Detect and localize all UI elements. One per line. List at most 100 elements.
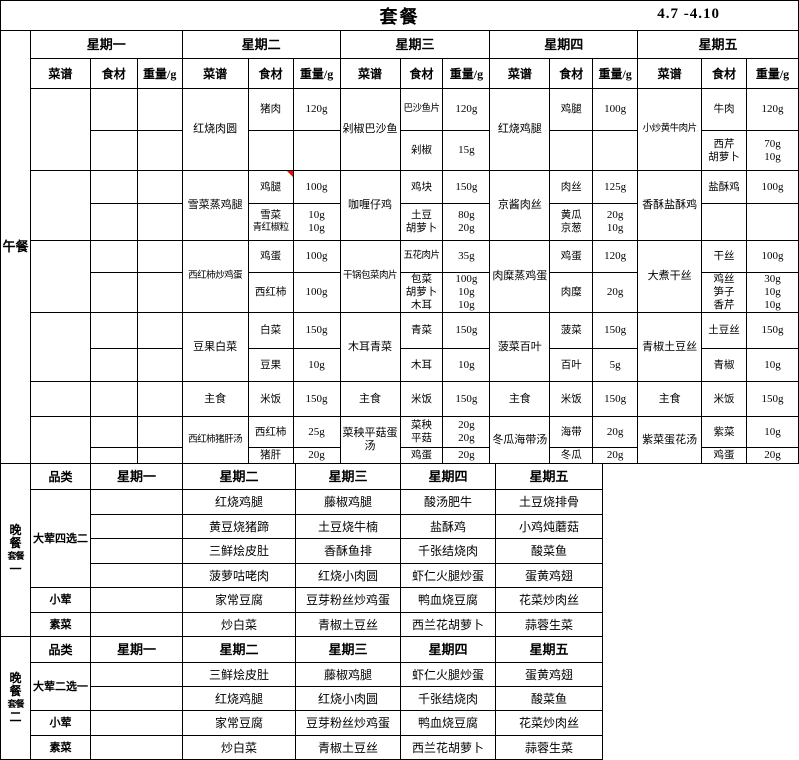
dinner1-day-header-2: 星期二 [182, 463, 296, 490]
weight-cell: 10g [442, 348, 491, 382]
dinner-dish-cell: 家常豆腐 [182, 710, 296, 736]
dinner-dish-cell: 小鸡炖蘑菇 [495, 514, 603, 539]
dinner-dish-cell [90, 563, 183, 588]
dish-cell: 剁椒巴沙鱼 [339, 88, 401, 171]
dinner-dish-cell: 土豆烧牛楠 [295, 514, 401, 539]
dinner2-day-header-5: 星期五 [495, 636, 603, 663]
ingredient-cell: 西芹 胡萝卜 [701, 130, 747, 171]
category-cell: 大荤二选一 [30, 662, 91, 711]
dish-cell: 主食 [489, 381, 551, 417]
weight-cell: 20g 20g [442, 416, 491, 448]
dinner2-section-label: 晚餐套餐二 [0, 636, 31, 760]
lunch-sub-header: 食材 [701, 58, 747, 89]
dish-cell: 大煮干丝 [637, 240, 703, 313]
lunch-sub-header: 菜谱 [489, 58, 551, 89]
dish-cell [29, 170, 91, 241]
weight-cell [136, 312, 183, 349]
weight-cell [136, 272, 183, 313]
weight-cell: 20g [442, 447, 491, 464]
ingredient-cell: 五花肉片 [399, 240, 444, 273]
dinner-dish-cell: 香酥鱼排 [295, 538, 401, 564]
dish-cell [29, 416, 91, 464]
weight-cell: 20g 10g [592, 203, 639, 241]
weight-cell: 100g [292, 272, 341, 313]
category-header: 品类 [30, 463, 91, 490]
weight-cell: 150g [442, 312, 491, 349]
weight-cell: 100g [292, 170, 341, 204]
lunch-day-header-2: 星期二 [181, 30, 341, 59]
dish-cell: 咖喱仔鸡 [339, 170, 401, 241]
ingredient-cell [89, 416, 138, 448]
ingredient-cell: 猪肉 [247, 88, 294, 131]
ingredient-cell: 青菜 [399, 312, 444, 349]
ingredient-cell [89, 203, 138, 241]
ingredient-cell [89, 88, 138, 131]
lunch-day-header-3: 星期三 [339, 30, 491, 59]
ingredient-cell: 巴沙鱼片 [399, 88, 444, 131]
lunch-sub-header: 重量/g [136, 58, 183, 89]
ingredient-cell: 鸡蛋 [247, 240, 294, 273]
weight-cell: 35g [442, 240, 491, 273]
dish-cell: 主食 [339, 381, 401, 417]
dinner-dish-cell: 酸汤肥牛 [400, 489, 496, 515]
ingredient-cell: 猪肝 [247, 447, 294, 464]
lunch-sub-header: 菜谱 [637, 58, 703, 89]
ingredient-cell: 米饭 [247, 381, 294, 417]
lunch-sub-header: 重量/g [592, 58, 639, 89]
ingredient-cell: 鸡丝 笋子 香芹 [701, 272, 747, 313]
dinner-dish-cell: 酸菜鱼 [495, 686, 603, 711]
dinner-dish-cell: 红烧鸡腿 [182, 489, 296, 515]
dinner-dish-cell [90, 514, 183, 539]
dinner-dish-cell: 青椒土豆丝 [295, 612, 401, 637]
ingredient-cell: 肉糜 [549, 272, 594, 313]
category-header: 品类 [30, 636, 91, 663]
weight-cell: 120g [745, 88, 799, 131]
ingredient-cell: 土豆丝 [701, 312, 747, 349]
dinner-dish-cell: 盐酥鸡 [400, 514, 496, 539]
dinner-dish-cell: 土豆烧排骨 [495, 489, 603, 515]
dish-cell: 雪菜蒸鸡腿 [181, 170, 249, 241]
weight-cell: 100g [745, 240, 799, 273]
weight-cell: 20g [592, 416, 639, 448]
dinner-dish-cell: 红烧小肉圆 [295, 686, 401, 711]
category-cell: 大荤四选二 [30, 489, 91, 588]
dinner-dish-cell [90, 710, 183, 736]
weight-cell [136, 447, 183, 464]
weight-cell: 150g [745, 381, 799, 417]
ingredient-cell: 米饭 [549, 381, 594, 417]
weight-cell: 10g 10g [292, 203, 341, 241]
dinner-dish-cell: 虾仁火腿炒蛋 [400, 563, 496, 588]
dish-cell: 京酱肉丝 [489, 170, 551, 241]
ingredient-cell: 菠菜 [549, 312, 594, 349]
dinner-dish-cell: 藤椒鸡腿 [295, 662, 401, 687]
category-cell: 小荤 [30, 710, 91, 736]
ingredient-cell [89, 170, 138, 204]
category-cell: 素菜 [30, 612, 91, 637]
weight-cell: 15g [442, 130, 491, 171]
lunch-sub-header: 重量/g [442, 58, 491, 89]
dish-cell: 菠菜百叶 [489, 312, 551, 382]
dinner2-day-header-3: 星期三 [295, 636, 401, 663]
ingredient-cell: 鸡蛋 [549, 240, 594, 273]
dinner-dish-cell: 千张结烧肉 [400, 686, 496, 711]
weight-cell: 100g [745, 170, 799, 204]
dinner-dish-cell: 虾仁火腿炒蛋 [400, 662, 496, 687]
weight-cell: 125g [592, 170, 639, 204]
dinner-dish-cell [90, 538, 183, 564]
dish-cell: 冬瓜海带汤 [489, 416, 551, 464]
page-title: 套餐 [379, 6, 420, 27]
weight-cell [136, 381, 183, 417]
dish-cell [29, 381, 91, 417]
weight-cell: 150g [592, 381, 639, 417]
ingredient-cell: 鸡腿 [549, 88, 594, 131]
dinner1-day-header-5: 星期五 [495, 463, 603, 490]
date-range: 4.7 -4.10 [657, 6, 720, 22]
weight-cell: 100g [592, 88, 639, 131]
dish-cell: 西红柿炒鸡蛋 [181, 240, 249, 313]
ingredient-cell [89, 312, 138, 349]
weight-cell: 150g [442, 381, 491, 417]
ingredient-cell: 米饭 [399, 381, 444, 417]
dish-cell: 香酥盐酥鸡 [637, 170, 703, 241]
ingredient-cell: 盐酥鸡 [701, 170, 747, 204]
